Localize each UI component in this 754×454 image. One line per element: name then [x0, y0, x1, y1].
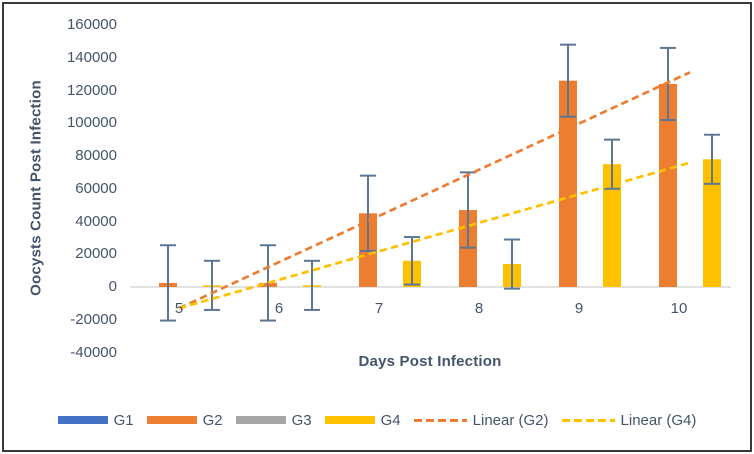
y-tick-label-100000: 100000	[66, 114, 117, 132]
legend-item-g1: G1	[57, 411, 134, 429]
trendline-linear-g4	[178, 161, 691, 310]
legend-label-linear-g2: Linear (G2)	[472, 411, 549, 429]
legend-item-linear-g4: Linear (G4)	[561, 411, 697, 429]
errorbar-g2-day6	[260, 244, 276, 322]
legend-dash-swatch-linear-g2	[413, 418, 467, 422]
bar-g4-day9	[603, 164, 621, 287]
legend-item-g4: G4	[324, 411, 401, 429]
errorbar-g4-day10	[704, 133, 720, 185]
y-tick-label-20000: 20000	[75, 245, 117, 263]
legend-swatch-g4	[324, 416, 375, 424]
errorbar-g2-day7	[360, 174, 376, 252]
y-tick-label-80000: 80000	[75, 147, 117, 164]
legend-label-g4: G4	[380, 411, 401, 429]
errorbar-g2-day9	[560, 43, 576, 118]
y-tick-label-0: 0	[108, 278, 117, 295]
y-tick-label-40000: 40000	[75, 212, 117, 230]
legend-swatch-g2	[146, 416, 197, 424]
bar-g2-day10	[659, 83, 677, 287]
legend-item-linear-g2: Linear (G2)	[413, 411, 549, 429]
errorbar-g4-day7	[404, 236, 420, 286]
legend-item-g2: G2	[146, 411, 223, 429]
legend-swatch-g1	[57, 416, 108, 424]
bar-g4-day10	[703, 159, 721, 287]
x-tick-label-5: 5	[174, 300, 184, 317]
errorbar-g4-day5	[204, 259, 220, 311]
y-tick-label-120000: 120000	[66, 81, 117, 99]
x-tick-label-10: 10	[670, 300, 688, 317]
errorbar-g2-day5	[160, 244, 176, 322]
x-tick-label-6: 6	[274, 300, 284, 317]
y-tick-label-140000: 140000	[66, 48, 117, 66]
trendline-linear-g2	[178, 71, 691, 310]
legend-label-g1: G1	[113, 411, 134, 429]
errorbar-g4-day8	[504, 238, 520, 290]
y-tick-label-160000: 160000	[66, 16, 117, 33]
x-tick-label-7: 7	[374, 300, 384, 317]
bar-g2-day9	[559, 80, 577, 287]
legend-swatch-g3	[235, 416, 286, 424]
legend-dash-swatch-linear-g4	[561, 418, 615, 422]
y-tick-label-60000: 60000	[75, 179, 117, 197]
errorbar-g2-day8	[460, 171, 476, 249]
errorbar-g4-day6	[304, 259, 320, 311]
x-axis-title: Days Post Infection	[358, 353, 502, 370]
errorbar-g4-day9	[604, 138, 620, 190]
legend-item-g3: G3	[235, 411, 312, 429]
y-tick-label--20000: -20000	[70, 310, 117, 328]
legend-label-g2: G2	[202, 411, 223, 429]
y-tick-label--40000: -40000	[70, 343, 117, 361]
legend-label-g3: G3	[291, 411, 312, 429]
legend: G1 G2 G3 G4 Linear (G2) Linear (G4)	[0, 409, 754, 431]
x-tick-label-9: 9	[574, 300, 584, 317]
x-tick-label-8: 8	[474, 300, 484, 317]
legend-label-linear-g4: Linear (G4)	[620, 411, 697, 429]
